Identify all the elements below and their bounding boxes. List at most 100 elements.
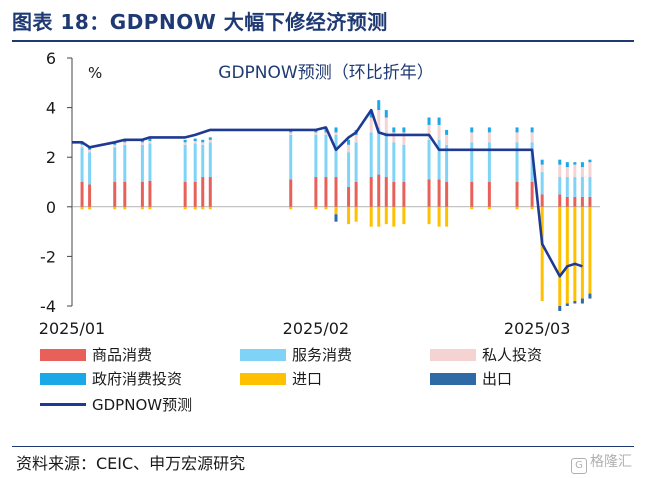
bar-segment-private_inv [183,142,187,145]
bar-segment-imports [80,206,84,210]
bar-segment-imports [193,206,197,210]
legend-swatch [40,403,86,406]
bar-segment-gov [588,159,592,163]
bar-segment-imports [208,206,212,210]
bar-segment-services [580,177,584,197]
bar-segment-goods [140,182,144,207]
bar-segment-private_inv [580,167,584,178]
bar-segment-goods [470,182,474,207]
legend-swatch [40,348,86,361]
bar-segment-gov [402,127,406,133]
bar-segment-services [369,132,373,178]
legend-label: 出口 [482,370,513,388]
bar-segment-imports [470,206,474,210]
bar-segment-exports [588,293,592,299]
bar-segment-private_inv [80,144,84,148]
y-tick-label: 4 [46,99,56,118]
bar-segment-imports [565,206,569,304]
bar-segment-goods [334,177,338,207]
bar-segment-imports [558,206,562,306]
bar-segment-services [540,172,544,195]
bar-segment-goods [445,182,449,207]
bar-segment-imports [392,206,396,227]
bar-segment-services [324,134,328,178]
bar-segment-gov [445,129,449,135]
legend-label: 政府消费投资 [92,370,183,388]
bar-segment-imports [347,206,351,225]
bar-segment-private_inv [347,144,351,153]
y-tick-label: 0 [46,198,56,217]
bar-segment-goods [369,177,373,207]
bar-segment-goods [515,182,519,207]
y-tick-label: 6 [46,49,56,68]
legend-item-private_inv: 私人投资 [430,344,542,365]
bar-segment-private_inv [113,144,117,148]
bar-segment-private_inv [392,132,396,143]
legend-item-goods: 商品消费 [40,344,152,365]
bar-segment-goods [289,179,293,207]
bar-segment-gov [565,162,569,168]
bar-segment-gov [183,139,187,143]
legend-swatch [240,348,286,361]
bar-segment-goods [113,182,117,207]
legend-label: GDPNOW预测 [92,396,193,414]
bar-segment-gov [470,127,474,133]
bar-segment-private_inv [487,132,491,143]
bar-segment-exports [334,214,338,222]
legend-item-line: GDPNOW预测 [40,394,192,415]
bar-segment-goods [183,182,187,207]
watermark: G 格隆汇 [571,451,632,474]
bar-segment-gov [540,159,544,165]
bar-segment-imports [369,206,373,227]
bar-segment-goods [427,179,431,207]
bar-segment-gov [515,127,519,133]
bar-segment-private_inv [445,134,449,145]
bar-segment-services [289,134,293,180]
bar-segment-private_inv [148,141,152,144]
bar-segment-private_inv [540,164,544,173]
y-axis-unit: % [88,64,102,82]
bar-segment-services [565,177,569,197]
figure-title: 图表 18：GDPNOW 大幅下修经济预测 [12,10,388,34]
bar-segment-imports [588,206,592,294]
bar-segment-private_inv [193,141,197,144]
bar-segment-private_inv [123,142,127,145]
bar-segment-goods [347,186,351,207]
bar-segment-private_inv [324,132,328,135]
bar-segment-imports [402,206,406,225]
bar-segment-goods [208,177,212,207]
bar-segment-private_inv [384,117,388,133]
bar-segment-private_inv [201,142,205,145]
footer-divider [12,446,634,447]
gdpnow-line [72,108,583,278]
bar-segment-goods [402,182,406,207]
bar-segment-goods [80,182,84,207]
bar-segment-services [470,142,474,182]
bar-segment-gov [384,110,388,118]
bar-segment-goods [558,194,562,207]
bar-segment-imports [573,206,577,302]
bar-segment-imports [354,206,358,222]
bar-segment-services [193,143,197,182]
bar-segment-services [515,142,519,182]
bar-segment-goods [324,177,328,207]
bar-segment-private_inv [289,132,293,135]
bar-segment-imports [123,206,127,210]
bar-segment-imports [427,206,431,225]
bar-segment-goods [354,182,358,207]
bar-segment-gov [201,139,205,143]
x-tick-label: 2025/02 [283,319,349,338]
bar-segment-gov [427,117,431,125]
bar-segment-goods [530,182,534,207]
bar-segment-imports [314,206,318,210]
legend-item-services: 服务消费 [240,344,352,365]
bar-segment-goods [123,182,127,207]
bar-segment-services [384,132,388,178]
legend-label: 私人投资 [482,346,543,364]
bar-segment-private_inv [530,132,534,143]
bar-segment-imports [334,206,338,215]
bar-segment-goods [314,177,318,207]
bar-segment-goods [540,194,544,207]
bar-segment-services [140,144,144,182]
bar-segment-imports [437,206,441,227]
